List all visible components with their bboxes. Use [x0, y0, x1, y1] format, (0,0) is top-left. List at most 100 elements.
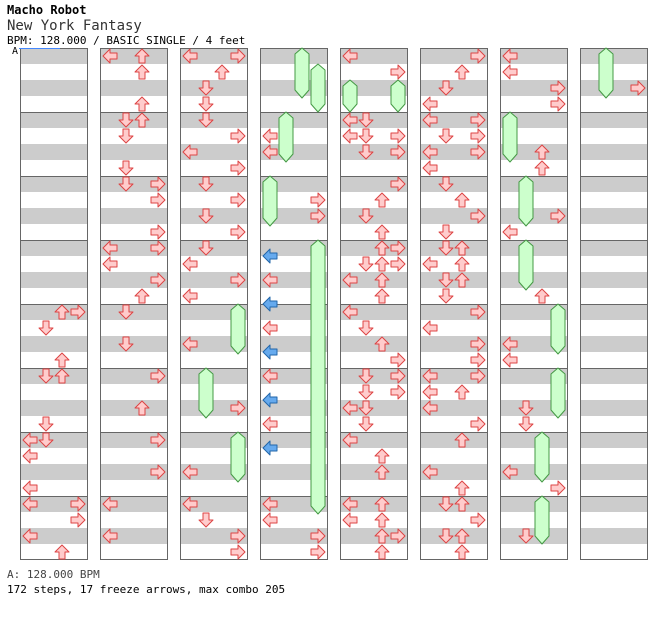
beat-stripe: [20, 496, 88, 512]
up-arrow: [214, 64, 230, 80]
right-arrow: [550, 96, 566, 112]
beat-stripe: [340, 48, 408, 64]
beat-stripe: [20, 304, 88, 320]
down-arrow: [438, 272, 454, 288]
artist-name: Macho Robot: [7, 3, 87, 17]
beat-stripe: [580, 144, 648, 160]
up-arrow: [374, 496, 390, 512]
beat-stripe: [420, 464, 488, 480]
beat-stripe: [420, 176, 488, 192]
right-arrow: [70, 304, 86, 320]
beat-stripe: [340, 496, 408, 512]
left-arrow: [22, 448, 38, 464]
column-border: [260, 48, 328, 560]
left-arrow: [102, 256, 118, 272]
beat-stripe: [20, 112, 88, 128]
down-arrow: [358, 256, 374, 272]
left-arrow: [262, 368, 278, 384]
left-arrow: [22, 528, 38, 544]
beat-stripe: [180, 272, 248, 288]
left-arrow: [342, 496, 358, 512]
chart-info: BPM: 128.000 / BASIC SINGLE / 4 feet: [7, 34, 246, 47]
freeze-arrow: [550, 303, 566, 355]
left-arrow: [262, 272, 278, 288]
up-arrow: [454, 64, 470, 80]
beat-stripe: [100, 272, 168, 288]
beat-stripe: [340, 112, 408, 128]
freeze-arrow: [534, 495, 550, 545]
right-arrow: [150, 176, 166, 192]
beat-stripe: [580, 368, 648, 384]
up-arrow: [134, 112, 150, 128]
up-arrow: [374, 544, 390, 560]
beat-stripe: [340, 432, 408, 448]
beat-stripe: [180, 400, 248, 416]
right-arrow: [390, 368, 406, 384]
beat-stripe: [420, 80, 488, 96]
up-arrow: [374, 288, 390, 304]
right-arrow: [550, 480, 566, 496]
freeze-arrow: [198, 367, 214, 419]
right-arrow: [230, 128, 246, 144]
down-arrow: [438, 288, 454, 304]
down-arrow: [198, 80, 214, 96]
beat-stripe: [580, 80, 648, 96]
up-arrow: [454, 384, 470, 400]
beat-stripe: [420, 48, 488, 64]
beat-stripe: [20, 432, 88, 448]
beat-stripe: [100, 464, 168, 480]
down-arrow: [358, 128, 374, 144]
down-arrow: [358, 208, 374, 224]
left-arrow: [422, 256, 438, 272]
beat-stripe: [20, 48, 88, 64]
beat-stripe: [580, 464, 648, 480]
up-arrow: [534, 288, 550, 304]
freeze-arrow: [390, 79, 406, 113]
left-arrow: [262, 440, 278, 456]
left-arrow: [262, 296, 278, 312]
down-arrow: [38, 320, 54, 336]
left-arrow: [422, 96, 438, 112]
beat-stripe: [340, 176, 408, 192]
up-arrow: [374, 192, 390, 208]
left-arrow: [22, 480, 38, 496]
right-arrow: [470, 208, 486, 224]
right-arrow: [150, 464, 166, 480]
right-arrow: [550, 208, 566, 224]
right-arrow: [390, 352, 406, 368]
down-arrow: [438, 176, 454, 192]
up-arrow: [454, 528, 470, 544]
beat-stripe: [20, 464, 88, 480]
up-arrow: [374, 272, 390, 288]
left-arrow: [262, 128, 278, 144]
beat-stripe: [340, 400, 408, 416]
left-arrow: [502, 464, 518, 480]
up-arrow: [134, 96, 150, 112]
column-border: [100, 48, 168, 560]
down-arrow: [518, 416, 534, 432]
left-arrow: [342, 272, 358, 288]
freeze-arrow: [342, 79, 358, 113]
down-arrow: [198, 512, 214, 528]
down-arrow: [358, 320, 374, 336]
left-arrow: [102, 240, 118, 256]
right-arrow: [150, 272, 166, 288]
freeze-arrow: [534, 431, 550, 483]
up-arrow: [454, 256, 470, 272]
right-arrow: [390, 64, 406, 80]
bpm-marker-line: [19, 48, 60, 49]
beat-stripe: [580, 112, 648, 128]
right-arrow: [150, 368, 166, 384]
beat-stripe: [420, 400, 488, 416]
freeze-arrow: [310, 63, 326, 113]
right-arrow: [230, 272, 246, 288]
up-arrow: [54, 352, 70, 368]
left-arrow: [422, 400, 438, 416]
right-arrow: [470, 128, 486, 144]
right-arrow: [630, 80, 646, 96]
beat-stripe: [500, 272, 568, 288]
up-arrow: [54, 304, 70, 320]
beat-stripe: [420, 272, 488, 288]
beat-stripe: [100, 432, 168, 448]
beat-stripe: [180, 496, 248, 512]
